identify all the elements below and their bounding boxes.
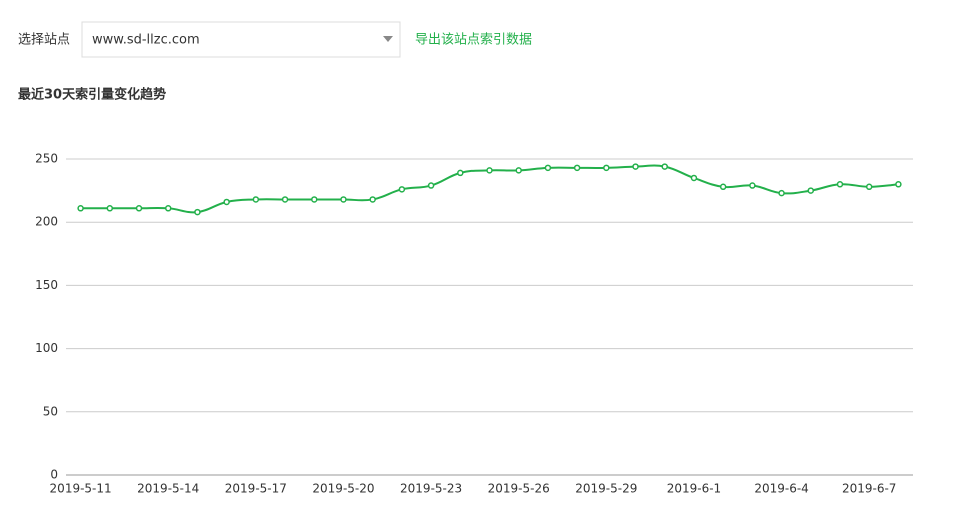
x-tick-label: 2019-5-26: [488, 482, 550, 496]
x-tick-label: 2019-5-14: [137, 482, 199, 496]
point: [690, 174, 698, 182]
x-tick-label: 2019-6-7: [842, 482, 896, 496]
y-tick-label: 250: [35, 152, 58, 166]
point: [544, 164, 552, 172]
y-tick-label: 200: [35, 215, 58, 229]
site-select[interactable]: www.sd-llzc.com: [81, 21, 401, 58]
point: [895, 181, 902, 188]
point: [135, 205, 143, 212]
point: [340, 196, 347, 203]
point: [749, 182, 756, 189]
site-label: 选择站点: [18, 33, 70, 48]
point: [778, 189, 785, 197]
point: [252, 196, 260, 203]
chart-title: 最近30天索引量变化趋势: [18, 87, 166, 103]
point: [281, 196, 289, 203]
y-tick-label: 100: [35, 341, 58, 355]
point: [77, 205, 84, 212]
point: [632, 163, 639, 170]
point: [164, 205, 172, 212]
point: [719, 183, 727, 191]
point: [311, 196, 318, 203]
point: [807, 187, 815, 194]
export-link[interactable]: 导出该站点索引数据: [415, 33, 532, 48]
point: [661, 163, 668, 170]
x-tick-label: 2019-5-29: [575, 482, 637, 496]
point: [836, 181, 844, 188]
point: [398, 186, 406, 193]
point: [427, 182, 435, 189]
x-tick-label: 2019-5-20: [312, 482, 374, 496]
x-tick-label: 2019-6-1: [667, 482, 721, 496]
select-box[interactable]: [81, 21, 401, 58]
y-tick-label: 150: [35, 278, 58, 292]
y-tick-label: 50: [43, 404, 58, 418]
point: [486, 167, 493, 174]
point: [515, 167, 522, 174]
point: [369, 196, 376, 203]
x-tick-label: 2019-5-11: [50, 482, 112, 496]
point: [194, 208, 201, 216]
x-tick-label: 2019-5-17: [225, 482, 287, 496]
x-tick-label: 2019-6-4: [754, 482, 808, 496]
select-value[interactable]: www.sd-llzc.com: [92, 33, 200, 48]
y-tick-label: 0: [50, 468, 58, 482]
point: [106, 205, 114, 212]
x-tick-label: 2019-5-23: [400, 482, 462, 496]
point: [603, 164, 610, 172]
point: [457, 169, 464, 177]
dropdown-arrow[interactable]: [383, 36, 393, 42]
point: [223, 198, 230, 206]
point: [865, 183, 873, 191]
point: [573, 164, 581, 172]
